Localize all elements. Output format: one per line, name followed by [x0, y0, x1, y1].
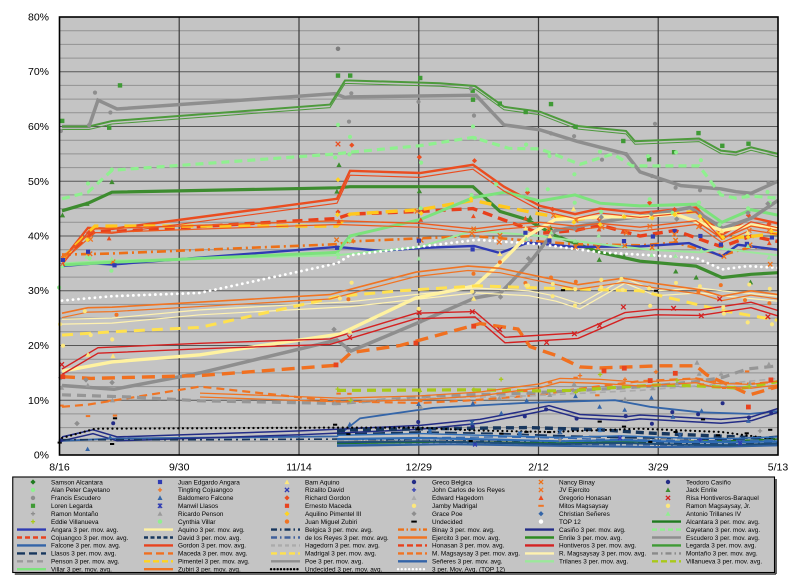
svg-text:Grace Poe: Grace Poe: [432, 511, 463, 518]
svg-text:Mitos Magsaysay: Mitos Magsaysay: [559, 503, 609, 510]
svg-text:Baldomero Falcone: Baldomero Falcone: [178, 495, 234, 502]
svg-text:Ramon Magsaysay, Jr.: Ramon Magsaysay, Jr.: [686, 503, 751, 510]
svg-text:50%: 50%: [28, 176, 49, 188]
svg-text:Cayetano 3 per. mov. avg.: Cayetano 3 per. mov. avg.: [686, 527, 760, 534]
svg-text:Honasan 3 per. mov. avg.: Honasan 3 per. mov. avg.: [432, 543, 505, 550]
svg-text:Cojuangco 3 per. mov. avg.: Cojuangco 3 per. mov. avg.: [51, 535, 129, 542]
svg-text:R. Magsaysay 3 per. mov. avg.: R. Magsaysay 3 per. mov. avg.: [559, 551, 646, 558]
svg-text:8/16: 8/16: [49, 462, 70, 474]
svg-text:Manwil Llasos: Manwil Llasos: [178, 503, 218, 510]
svg-text:3 per. Mov. Avg. (TOP 12): 3 per. Mov. Avg. (TOP 12): [432, 567, 505, 574]
svg-text:20%: 20%: [28, 340, 49, 352]
svg-text:9/30: 9/30: [169, 462, 190, 474]
svg-text:Zubiri 3 per. mov. avg.: Zubiri 3 per. mov. avg.: [178, 567, 241, 574]
svg-text:12/29: 12/29: [406, 462, 432, 474]
svg-text:Belgica 3 per. mov. avg.: Belgica 3 per. mov. avg.: [305, 527, 373, 534]
svg-text:30%: 30%: [28, 285, 49, 297]
svg-text:Rizalito David: Rizalito David: [305, 487, 345, 494]
svg-text:70%: 70%: [28, 66, 49, 78]
svg-text:Eddie Villanueva: Eddie Villanueva: [51, 519, 99, 526]
svg-text:Penson 3 per. mov. avg.: Penson 3 per. mov. avg.: [51, 559, 120, 566]
svg-text:Hontiveros 3 per. mov. avg.: Hontiveros 3 per. mov. avg.: [559, 543, 637, 550]
svg-text:Aquilino Pimentel III: Aquilino Pimentel III: [305, 511, 362, 518]
svg-text:10%: 10%: [28, 395, 49, 407]
svg-text:Villar 3 per. mov. avg.: Villar 3 per. mov. avg.: [51, 567, 112, 574]
svg-text:Samson Alcantara: Samson Alcantara: [51, 479, 103, 486]
svg-text:Risa Hontiveros-Baraquel: Risa Hontiveros-Baraquel: [686, 495, 759, 502]
svg-text:JV Ejercito: JV Ejercito: [559, 487, 590, 494]
svg-text:80%: 80%: [28, 12, 49, 24]
svg-text:0%: 0%: [34, 450, 49, 462]
svg-text:Edward Hagedorn: Edward Hagedorn: [432, 495, 484, 502]
svg-text:11/14: 11/14: [286, 462, 312, 474]
svg-text:60%: 60%: [28, 121, 49, 133]
svg-text:Maceda 3 per. mov. avg.: Maceda 3 per. mov. avg.: [178, 551, 248, 558]
svg-text:Francis Escudero: Francis Escudero: [51, 495, 101, 502]
svg-text:Ricardo Penson: Ricardo Penson: [178, 511, 224, 518]
svg-text:Hagedorn 3 per. mov. avg.: Hagedorn 3 per. mov. avg.: [305, 543, 380, 550]
svg-text:Casiño 3 per. mov. avg.: Casiño 3 per. mov. avg.: [559, 527, 626, 534]
svg-text:Enrile 3 per. mov. avg.: Enrile 3 per. mov. avg.: [559, 535, 622, 542]
svg-text:Richard Gordon: Richard Gordon: [305, 495, 351, 502]
svg-text:Ramon Montaño: Ramon Montaño: [51, 511, 99, 518]
svg-text:Juan Edgardo Angara: Juan Edgardo Angara: [178, 479, 240, 486]
svg-text:Gregorio Honasan: Gregorio Honasan: [559, 495, 612, 502]
svg-text:Ejercito 3 per. mov. avg.: Ejercito 3 per. mov. avg.: [432, 535, 500, 542]
svg-text:Cynthia Villar: Cynthia Villar: [178, 519, 216, 526]
svg-text:Montaño 3 per. mov. avg.: Montaño 3 per. mov. avg.: [686, 551, 758, 558]
svg-text:Undecided 3 per. mov. avg.: Undecided 3 per. mov. avg.: [305, 567, 383, 574]
svg-text:Tingting Cojuangco: Tingting Cojuangco: [178, 487, 233, 494]
svg-text:Teodoro Casiño: Teodoro Casiño: [686, 479, 731, 486]
svg-text:Greco Belgica: Greco Belgica: [432, 479, 473, 486]
svg-text:Villanueva 3 per. mov. avg.: Villanueva 3 per. mov. avg.: [686, 559, 762, 566]
svg-text:Bam Aquino: Bam Aquino: [305, 479, 340, 486]
svg-text:5/13: 5/13: [768, 462, 789, 474]
svg-text:Loren Legarda: Loren Legarda: [51, 503, 93, 510]
svg-text:John Carlos de los Reyes: John Carlos de los Reyes: [432, 487, 505, 494]
svg-text:Poe 3 per. mov. avg.: Poe 3 per. mov. avg.: [305, 559, 363, 566]
svg-text:de los Reyes 3 per. mov. avg.: de los Reyes 3 per. mov. avg.: [305, 535, 389, 542]
svg-text:Ernesto Maceda: Ernesto Maceda: [305, 503, 352, 510]
svg-text:Pimentel 3 per. mov. avg.: Pimentel 3 per. mov. avg.: [178, 559, 250, 566]
svg-text:Jack Enrile: Jack Enrile: [686, 487, 718, 494]
svg-text:Madrigal 3 per. mov. avg.: Madrigal 3 per. mov. avg.: [305, 551, 377, 558]
svg-text:Juan Miguel Zubiri: Juan Miguel Zubiri: [305, 519, 357, 526]
svg-text:Legarda 3 per. mov. avg.: Legarda 3 per. mov. avg.: [686, 543, 756, 550]
svg-text:TOP 12: TOP 12: [559, 519, 581, 526]
svg-text:Angara 3 per. mov. avg.: Angara 3 per. mov. avg.: [51, 527, 119, 534]
svg-text:Llasos 3 per. mov. avg.: Llasos 3 per. mov. avg.: [51, 551, 116, 558]
svg-text:Señeres 3 per. mov. avg.: Señeres 3 per. mov. avg.: [432, 559, 503, 566]
svg-text:Escudero 3 per. mov. avg.: Escudero 3 per. mov. avg.: [686, 535, 760, 542]
svg-text:Aquino 3 per. mov. avg.: Aquino 3 per. mov. avg.: [178, 527, 245, 534]
svg-text:40%: 40%: [28, 231, 49, 243]
svg-text:Antonio Trillanes IV: Antonio Trillanes IV: [686, 511, 742, 518]
svg-text:Trilanes 3 per. mov. avg.: Trilanes 3 per. mov. avg.: [559, 559, 628, 566]
svg-text:Alan Peter Cayetano: Alan Peter Cayetano: [51, 487, 110, 494]
svg-text:Nancy Binay: Nancy Binay: [559, 479, 596, 486]
svg-text:David 3 per. mov. avg.: David 3 per. mov. avg.: [178, 535, 241, 542]
svg-text:Alcantara 3 per. mov. avg.: Alcantara 3 per. mov. avg.: [686, 519, 760, 526]
svg-text:2/12: 2/12: [528, 462, 549, 474]
svg-text:Binay 3 per. mov. avg.: Binay 3 per. mov. avg.: [432, 527, 495, 534]
svg-text:Gordon 3 per. mov. avg.: Gordon 3 per. mov. avg.: [178, 543, 246, 550]
svg-text:Undecided: Undecided: [432, 519, 463, 526]
svg-text:3/29: 3/29: [648, 462, 669, 474]
svg-text:M. Magsaysay 3 per. mov. avg.: M. Magsaysay 3 per. mov. avg.: [432, 551, 520, 558]
svg-text:Christian Señeres: Christian Señeres: [559, 511, 610, 518]
svg-text:Jamby Madrigal: Jamby Madrigal: [432, 503, 477, 510]
svg-text:Falcone 3 per. mov. avg.: Falcone 3 per. mov. avg.: [51, 543, 121, 550]
